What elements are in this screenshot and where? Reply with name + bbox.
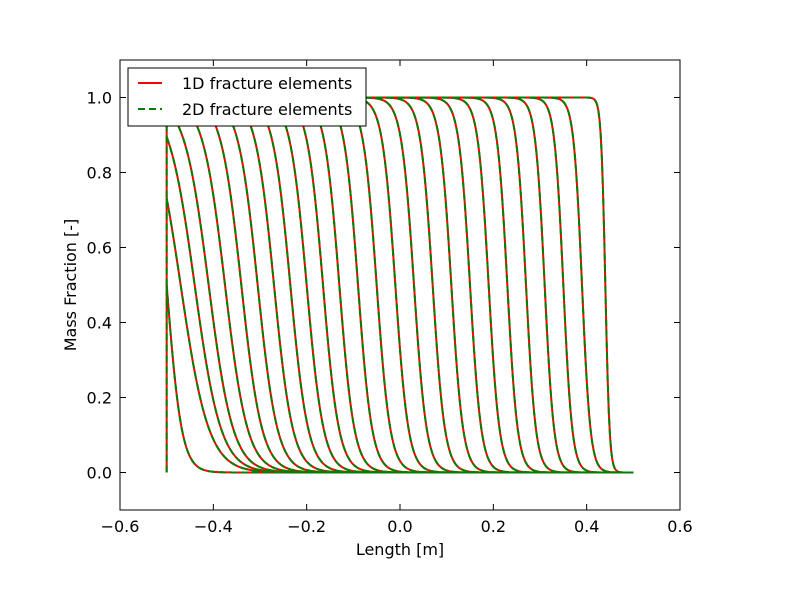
ticks-group: −0.6 −0.4 −0.2 0.0 0.2 0.4 0.6 0.0 0.2 0.4 0.6 0.8 1… — [87, 60, 693, 536]
y-tick-label: 0.4 — [87, 314, 112, 333]
x-tick-label: 0.0 — [387, 517, 412, 536]
series-2d-curve — [166, 98, 634, 474]
y-axis-label: Mass Fraction [-] — [61, 219, 80, 352]
x-axis-label: Length [m] — [356, 540, 444, 559]
x-tick-label: 0.4 — [574, 517, 599, 536]
x-tick-label: −0.2 — [287, 517, 326, 536]
x-tick-label: 0.6 — [667, 517, 692, 536]
legend-box — [127, 67, 367, 127]
y-tick-label: 1.0 — [87, 89, 112, 108]
y-tick-label: 0.0 — [87, 464, 112, 483]
legend-label-1d: 1D fracture elements — [182, 74, 352, 93]
y-tick-label: 0.2 — [87, 389, 112, 408]
y-tick-label: 0.6 — [87, 239, 112, 258]
x-tick-label: −0.6 — [101, 517, 140, 536]
legend-label-2d: 2D fracture elements — [182, 100, 352, 119]
legend: 1D fracture elements 2D fracture element… — [127, 67, 367, 127]
x-tick-label: 0.2 — [481, 517, 506, 536]
x-tick-label: −0.4 — [194, 517, 233, 536]
y-tick-label: 0.8 — [87, 164, 112, 183]
